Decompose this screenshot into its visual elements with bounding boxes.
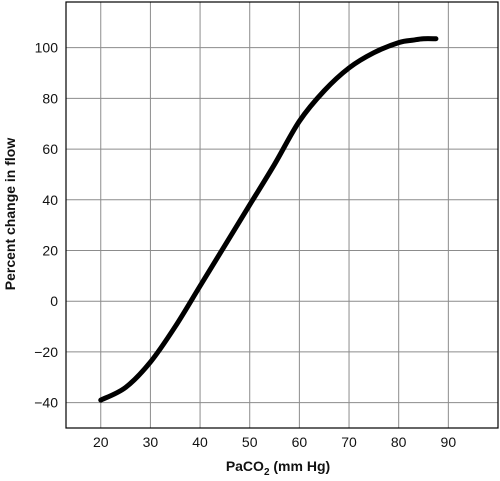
x-tick-label: 70: [341, 434, 357, 450]
x-tick-label: 40: [192, 434, 208, 450]
x-axis-title-subscript: 2: [264, 467, 270, 478]
y-tick-label: −20: [34, 344, 58, 360]
y-tick-label: 40: [42, 192, 58, 208]
y-tick-label: 0: [50, 293, 58, 309]
series-layer: [98, 36, 439, 403]
x-axis-ticks: 20 30 40 50 60 70 80 90: [93, 434, 456, 450]
x-tick-label: 50: [242, 434, 258, 450]
y-tick-label: −40: [34, 395, 58, 411]
x-axis-title-main: PaCO: [226, 458, 264, 474]
x-tick-label: 90: [441, 434, 457, 450]
y-tick-label: 80: [42, 90, 58, 106]
y-tick-label: 100: [35, 40, 59, 56]
y-axis-ticks: −40 −20 0 20 40 60 80 100: [34, 40, 58, 411]
x-tick-label: 30: [143, 434, 159, 450]
x-tick-label: 80: [391, 434, 407, 450]
x-tick-label: 20: [93, 434, 109, 450]
y-tick-label: 20: [42, 243, 58, 259]
plot-frame: [65, 1, 499, 429]
grid: [66, 2, 499, 428]
x-axis-title: PaCO2 (mm Hg): [226, 458, 330, 478]
x-tick-label: 60: [292, 434, 308, 450]
y-tick-label: 60: [42, 141, 58, 157]
x-axis-title-suffix: (mm Hg): [270, 458, 331, 474]
y-axis-title: Percent change in flow: [2, 138, 18, 291]
series-line: [98, 36, 439, 403]
